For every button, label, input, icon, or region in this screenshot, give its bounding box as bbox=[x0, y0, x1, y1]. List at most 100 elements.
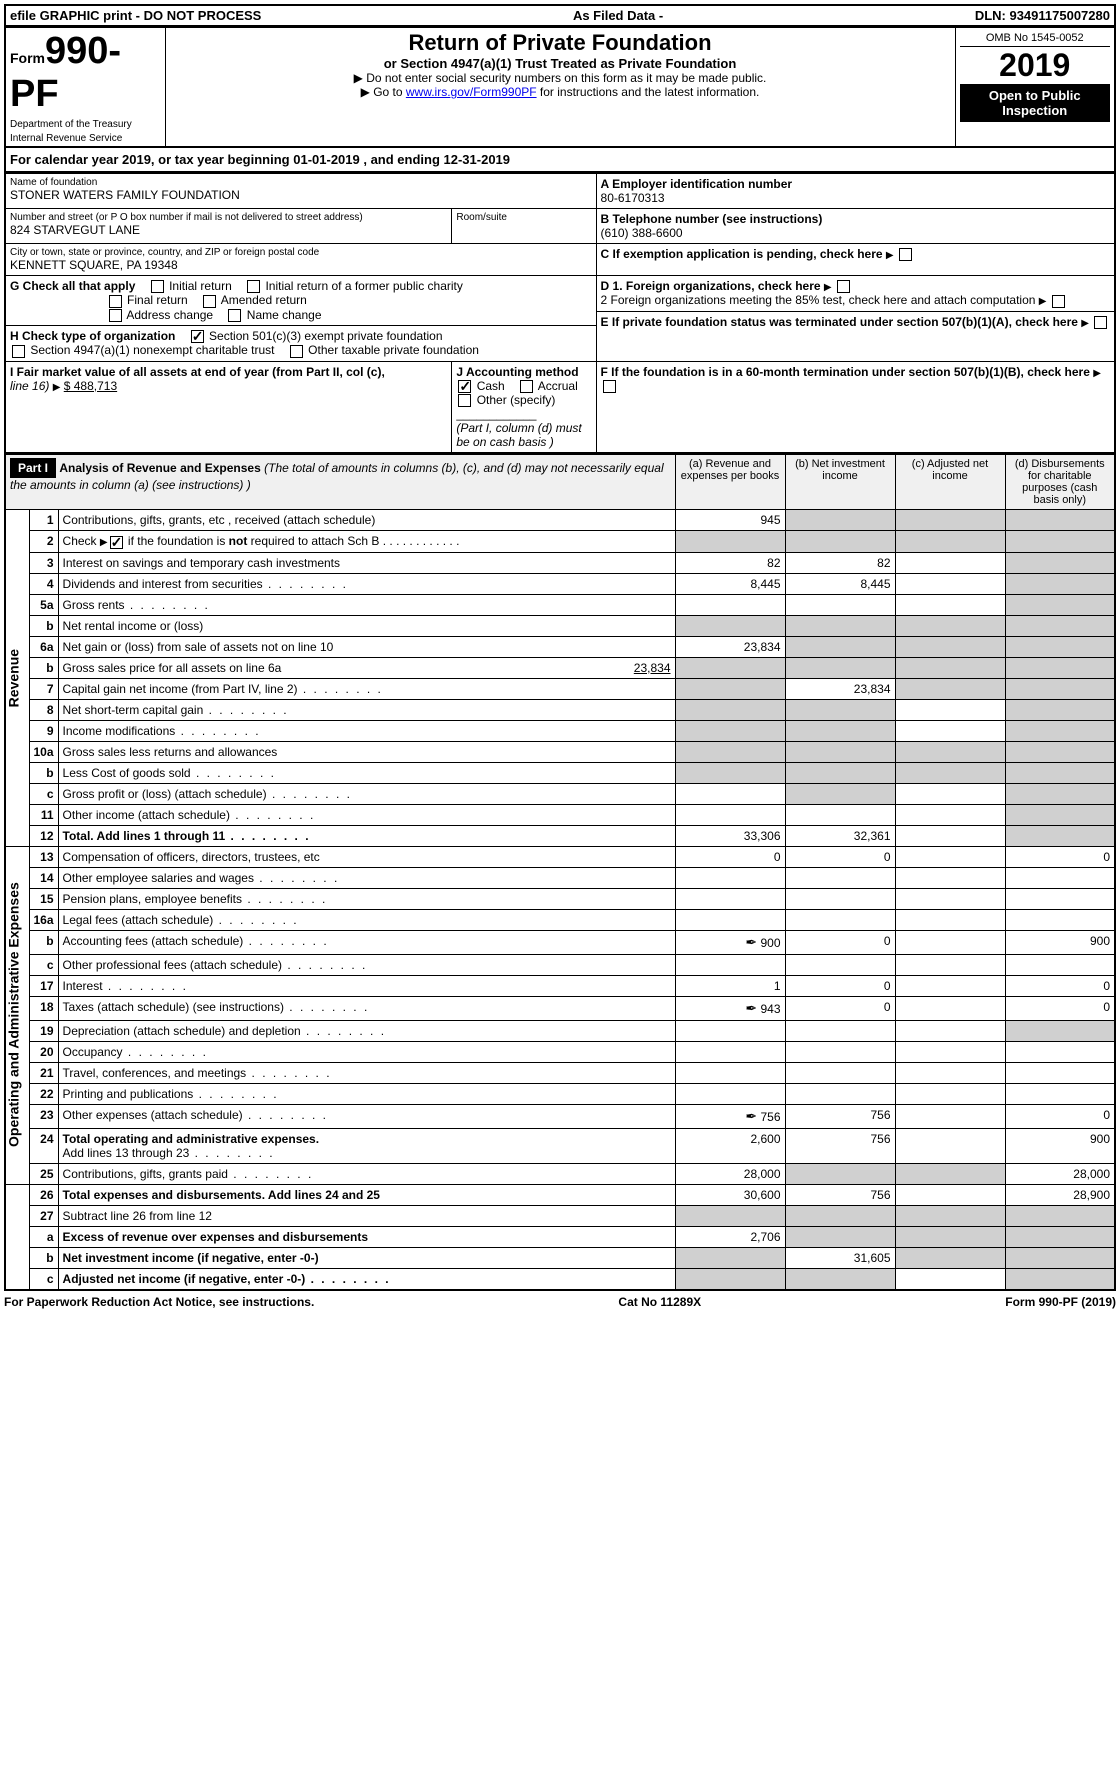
table-row: 15 Pension plans, employee benefits bbox=[5, 888, 1115, 909]
line-desc: Contributions, gifts, grants, etc , rece… bbox=[58, 510, 675, 531]
col-a-header: (a) Revenue and expenses per books bbox=[675, 455, 785, 510]
j-label: J Accounting method bbox=[456, 365, 578, 379]
arrow-icon bbox=[1093, 365, 1101, 379]
i-line: line 16) bbox=[10, 379, 49, 393]
g-amended-checkbox[interactable] bbox=[203, 295, 216, 308]
col-d bbox=[1005, 573, 1115, 594]
h-501c3-checkbox[interactable] bbox=[191, 330, 204, 343]
col-a: 0 bbox=[675, 846, 785, 867]
col-a bbox=[675, 741, 785, 762]
table-row: c Other professional fees (attach schedu… bbox=[5, 954, 1115, 975]
col-c bbox=[895, 1247, 1005, 1268]
col-a: 82 bbox=[675, 552, 785, 573]
g-opt-2: Final return bbox=[127, 293, 188, 307]
d2-checkbox[interactable] bbox=[1052, 295, 1065, 308]
col-d bbox=[1005, 594, 1115, 615]
col-a: 2,706 bbox=[675, 1226, 785, 1247]
g-opt-5: Name change bbox=[247, 308, 322, 322]
f-checkbox[interactable] bbox=[603, 380, 616, 393]
form-warning: Do not enter social security numbers on … bbox=[170, 71, 951, 85]
col-b bbox=[785, 531, 895, 552]
r6b-desc: Gross sales price for all assets on line… bbox=[63, 661, 282, 675]
arrow-icon bbox=[100, 534, 108, 548]
j-cash-checkbox[interactable] bbox=[458, 380, 471, 393]
line-num: c bbox=[29, 783, 58, 804]
g-former-checkbox[interactable] bbox=[247, 280, 260, 293]
table-row: 27 Subtract line 26 from line 12 bbox=[5, 1205, 1115, 1226]
line-num: 3 bbox=[29, 552, 58, 573]
line-desc: Subtract line 26 from line 12 bbox=[58, 1205, 675, 1226]
g-address-checkbox[interactable] bbox=[109, 309, 122, 322]
col-b bbox=[785, 909, 895, 930]
e-checkbox[interactable] bbox=[1094, 316, 1107, 329]
c-checkbox[interactable] bbox=[899, 248, 912, 261]
col-b: 82 bbox=[785, 552, 895, 573]
col-c bbox=[895, 930, 1005, 954]
col-a bbox=[675, 1083, 785, 1104]
city-cell: City or town, state or province, country… bbox=[5, 244, 596, 276]
col-a bbox=[675, 1020, 785, 1041]
table-row: b Accounting fees (attach schedule) ✒ 90… bbox=[5, 930, 1115, 954]
line-num: b bbox=[29, 657, 58, 678]
col-c bbox=[895, 804, 1005, 825]
table-row: 2 Check if the foundation is not require… bbox=[5, 531, 1115, 552]
line-num: 1 bbox=[29, 510, 58, 531]
g-initial-checkbox[interactable] bbox=[151, 280, 164, 293]
col-a: 1 bbox=[675, 975, 785, 996]
col-b bbox=[785, 594, 895, 615]
table-row: 4 Dividends and interest from securities… bbox=[5, 573, 1115, 594]
j-accrual-checkbox[interactable] bbox=[520, 380, 533, 393]
g-final-checkbox[interactable] bbox=[109, 295, 122, 308]
cal-mid: , and ending bbox=[360, 152, 444, 167]
g-name-checkbox[interactable] bbox=[228, 309, 241, 322]
part1-label: Part I bbox=[10, 458, 56, 478]
h-opt-1: Section 501(c)(3) exempt private foundat… bbox=[209, 329, 442, 343]
h-other-checkbox[interactable] bbox=[290, 345, 303, 358]
form-goto: Go to www.irs.gov/Form990PF for instruct… bbox=[170, 85, 951, 99]
col-a: 28,000 bbox=[675, 1163, 785, 1184]
attachment-icon[interactable]: ✒ bbox=[745, 1108, 757, 1124]
col-d bbox=[1005, 1083, 1115, 1104]
line-num: 18 bbox=[29, 996, 58, 1020]
phone-value: (610) 388-6600 bbox=[601, 226, 1110, 240]
e-label: E If private foundation status was termi… bbox=[601, 315, 1078, 329]
g-cell: G Check all that apply Initial return In… bbox=[5, 276, 596, 326]
col-b bbox=[785, 1020, 895, 1041]
line-num: 24 bbox=[29, 1128, 58, 1163]
part1-table: Part I Analysis of Revenue and Expenses … bbox=[4, 454, 1116, 1290]
attachment-icon[interactable]: ✒ bbox=[745, 1000, 757, 1016]
page-footer: For Paperwork Reduction Act Notice, see … bbox=[4, 1291, 1116, 1313]
i-cell: I Fair market value of all assets at end… bbox=[5, 361, 452, 453]
line-desc: Interest on savings and temporary cash i… bbox=[58, 552, 675, 573]
col-c bbox=[895, 825, 1005, 846]
g-opt-1: Initial return of a former public charit… bbox=[265, 279, 462, 293]
h-4947-checkbox[interactable] bbox=[12, 345, 25, 358]
irs-link[interactable]: www.irs.gov/Form990PF bbox=[406, 85, 537, 99]
ein-value: 80-6170313 bbox=[601, 191, 1110, 205]
line-num: 11 bbox=[29, 804, 58, 825]
goto-pre: Go to bbox=[361, 85, 406, 99]
col-d bbox=[1005, 552, 1115, 573]
col-d bbox=[1005, 825, 1115, 846]
j-other-checkbox[interactable] bbox=[458, 394, 471, 407]
line-desc: Other income (attach schedule) bbox=[58, 804, 675, 825]
line-num: b bbox=[29, 930, 58, 954]
schb-checkbox[interactable] bbox=[110, 536, 123, 549]
col-b: 0 bbox=[785, 930, 895, 954]
table-row: 17 Interest 100 bbox=[5, 975, 1115, 996]
line-desc: Accounting fees (attach schedule) bbox=[58, 930, 675, 954]
line-desc: Dividends and interest from securities bbox=[58, 573, 675, 594]
table-row: 18 Taxes (attach schedule) (see instruct… bbox=[5, 996, 1115, 1020]
col-d-header: (d) Disbursements for charitable purpose… bbox=[1005, 455, 1115, 510]
line-num: 27 bbox=[29, 1205, 58, 1226]
d1-checkbox[interactable] bbox=[837, 280, 850, 293]
dept-irs: Internal Revenue Service bbox=[10, 133, 122, 144]
col-b bbox=[785, 657, 895, 678]
col-b bbox=[785, 510, 895, 531]
col-c bbox=[895, 1163, 1005, 1184]
footer-form: 990-PF bbox=[1039, 1295, 1078, 1309]
line-num: 9 bbox=[29, 720, 58, 741]
col-c bbox=[895, 762, 1005, 783]
attachment-icon[interactable]: ✒ bbox=[745, 934, 757, 950]
col-d bbox=[1005, 1226, 1115, 1247]
